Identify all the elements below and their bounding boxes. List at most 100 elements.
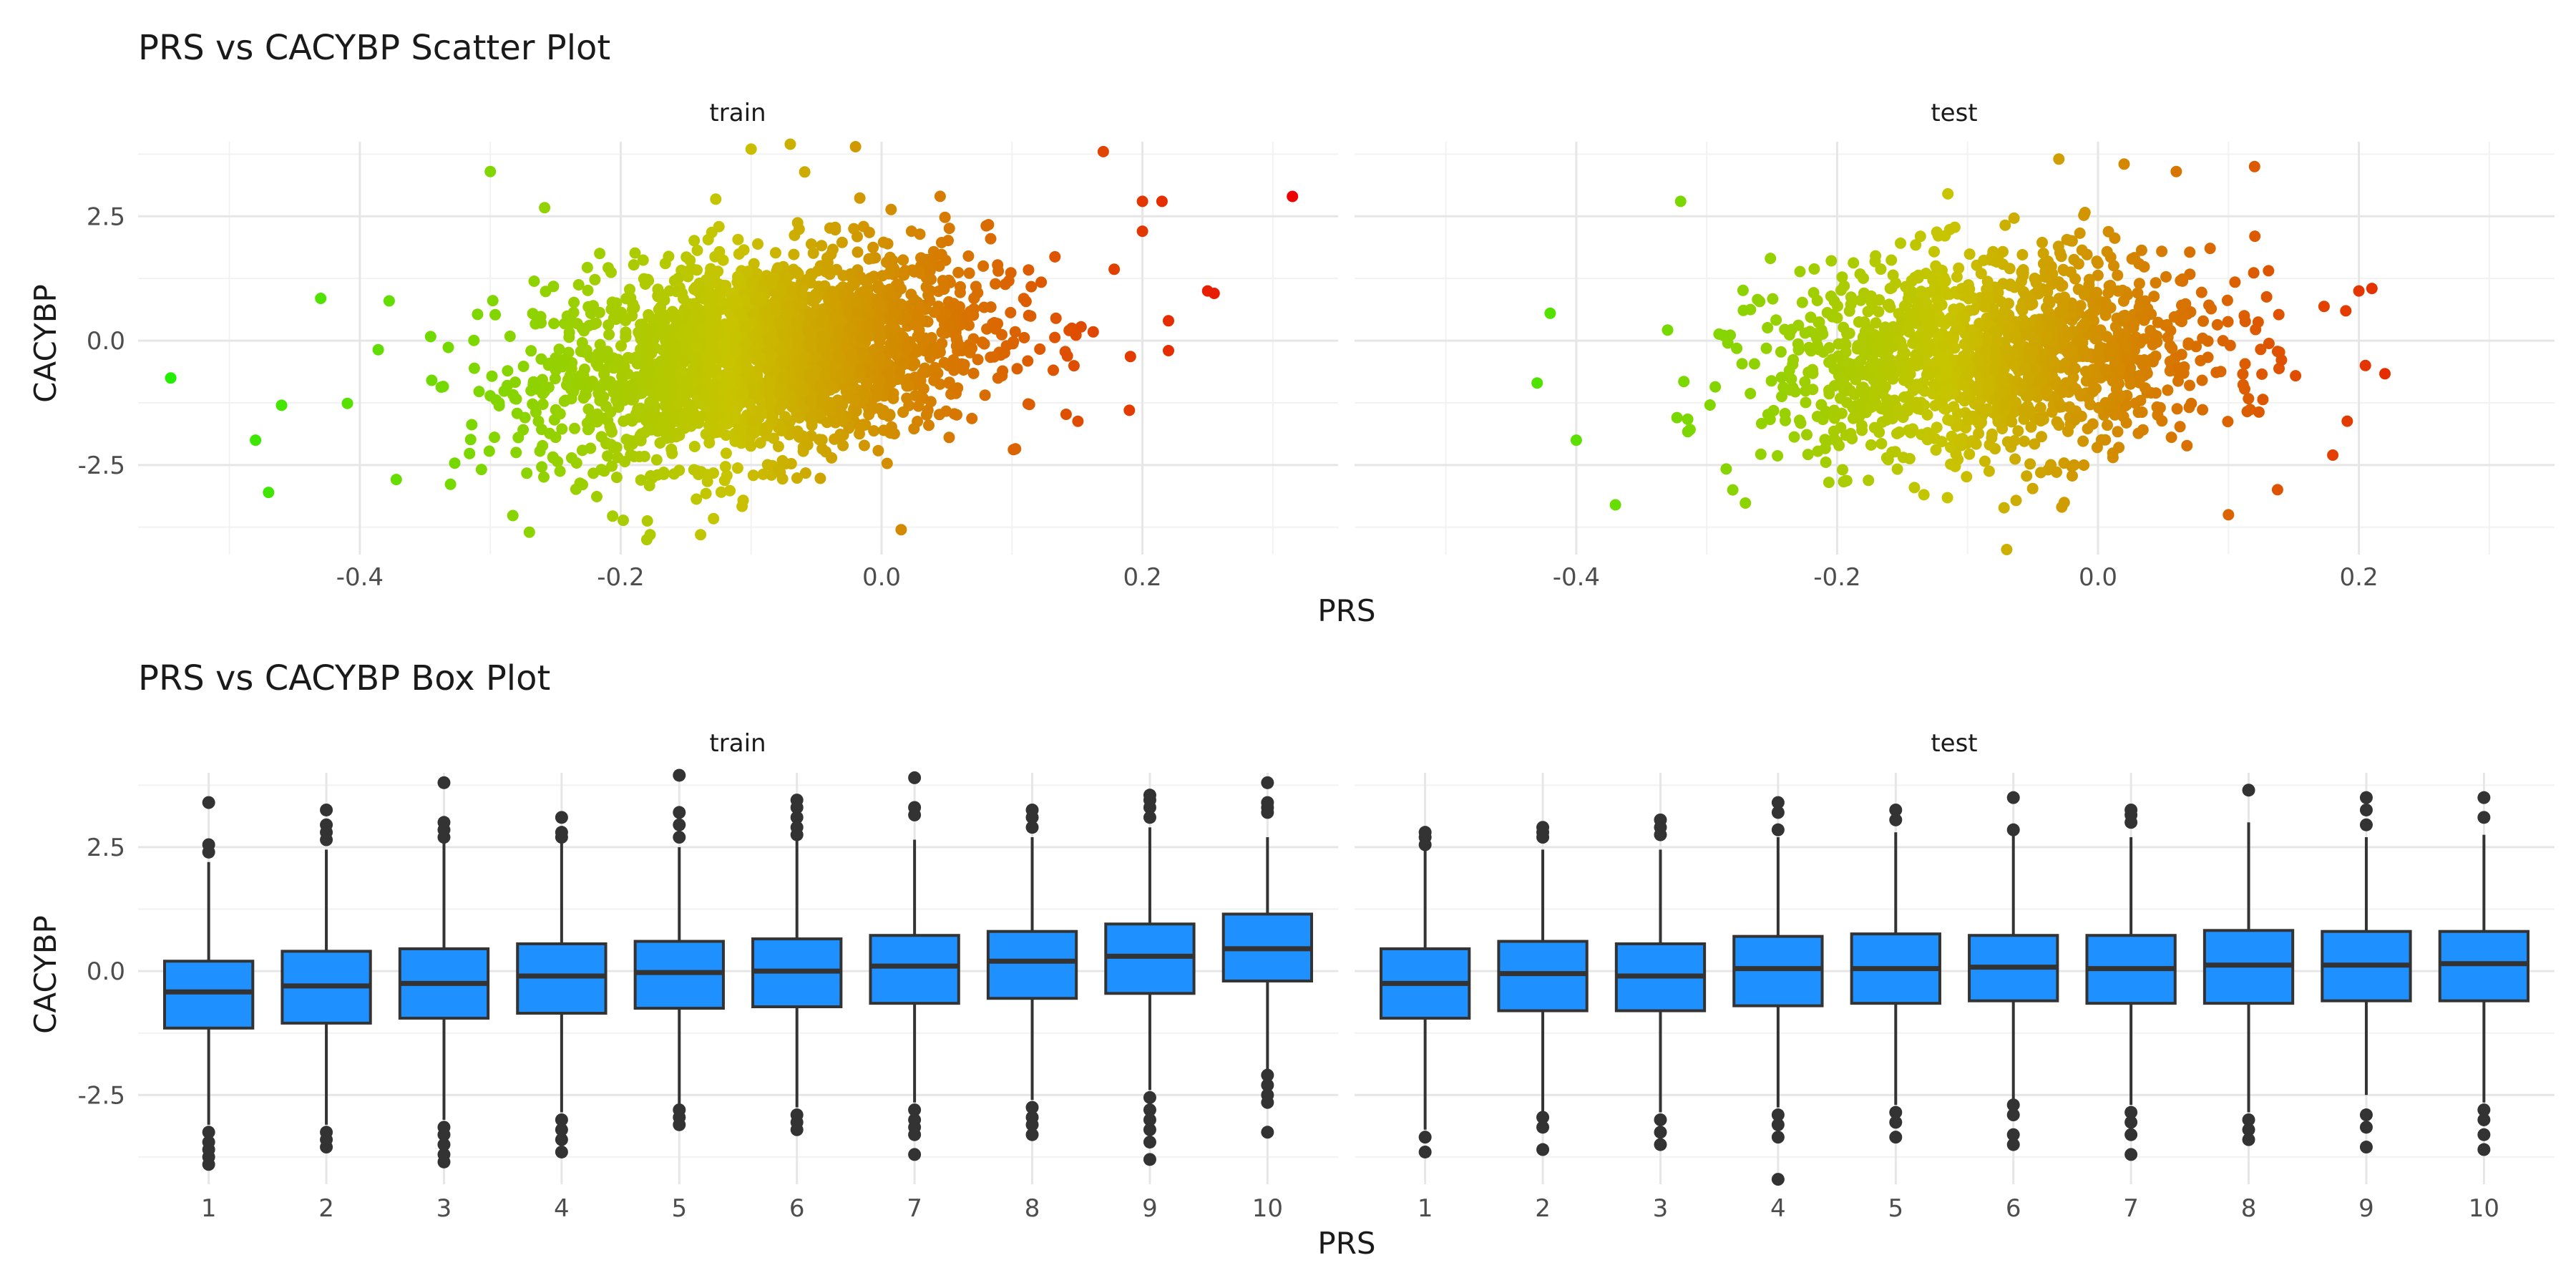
scatter-point bbox=[857, 350, 869, 362]
scatter-point bbox=[924, 346, 937, 358]
scatter-point bbox=[755, 395, 767, 407]
outlier-point bbox=[1143, 1091, 1156, 1104]
scatter-point bbox=[1848, 411, 1860, 423]
scatter-point bbox=[988, 317, 1000, 328]
scatter-point bbox=[939, 211, 951, 223]
scatter-point bbox=[745, 143, 757, 155]
scatter-point bbox=[2074, 300, 2087, 312]
scatter-point bbox=[2068, 253, 2080, 265]
scatter-point bbox=[721, 418, 733, 430]
scatter-point bbox=[2102, 419, 2113, 431]
scatter-point bbox=[2248, 267, 2260, 279]
scatter-point bbox=[646, 360, 658, 372]
scatter-point bbox=[858, 439, 870, 452]
scatter-point bbox=[1799, 376, 1811, 388]
outlier-point bbox=[2006, 1098, 2020, 1112]
scatter-point bbox=[527, 398, 539, 410]
scatter-point bbox=[535, 353, 547, 365]
x-tick-label: 0.2 bbox=[2340, 563, 2379, 592]
scatter-point bbox=[836, 236, 848, 248]
scatter-point bbox=[2195, 286, 2207, 298]
scatter-point bbox=[1777, 381, 1790, 394]
scatter-point bbox=[2113, 441, 2125, 454]
scatter-point bbox=[791, 217, 804, 229]
scatter-point bbox=[1941, 366, 1953, 379]
scatter-point bbox=[2222, 416, 2234, 428]
scatter-point bbox=[2238, 310, 2250, 322]
scatter-point bbox=[1953, 262, 1965, 274]
x-tick-label: 2 bbox=[318, 1194, 334, 1223]
scatter-point bbox=[729, 435, 741, 447]
scatter-point bbox=[882, 367, 894, 379]
scatter-point bbox=[808, 292, 819, 303]
scatter-point bbox=[2253, 406, 2265, 418]
outlier-point bbox=[2006, 791, 2020, 804]
scatter-point bbox=[1875, 438, 1888, 449]
outlier-point bbox=[1771, 806, 1785, 819]
scatter-point bbox=[2138, 333, 2150, 345]
scatter-point bbox=[165, 372, 177, 384]
scatter-point bbox=[2046, 406, 2058, 418]
scatter-point bbox=[1939, 275, 1951, 287]
outlier-point bbox=[2124, 1106, 2138, 1119]
scatter-point bbox=[2065, 301, 2077, 313]
scatter-point bbox=[691, 264, 703, 276]
scatter-point bbox=[1954, 433, 1966, 445]
scatter-point bbox=[873, 319, 885, 331]
scatter-point bbox=[1943, 223, 1956, 235]
scatter-point bbox=[739, 322, 751, 334]
scatter-point bbox=[698, 389, 710, 401]
scatter-point bbox=[2025, 421, 2037, 433]
scatter-point bbox=[1845, 298, 1857, 311]
scatter-point bbox=[2045, 459, 2057, 471]
scatter-point bbox=[1745, 388, 1757, 399]
scatter-point bbox=[1891, 405, 1903, 417]
scatter-point bbox=[2064, 401, 2076, 413]
scatter-point bbox=[1901, 281, 1913, 293]
scatter-point bbox=[2229, 276, 2241, 288]
scatter-point bbox=[2042, 255, 2054, 268]
scatter-point bbox=[2027, 345, 2039, 357]
box-1 bbox=[162, 796, 255, 1171]
outlier-point bbox=[1771, 1118, 1785, 1131]
scatter-point bbox=[1745, 303, 1757, 316]
scatter-point bbox=[556, 423, 568, 435]
scatter-point bbox=[1156, 195, 1168, 208]
scatter-point bbox=[2089, 366, 2102, 378]
scatter-point bbox=[1061, 350, 1073, 362]
scatter-point bbox=[2379, 368, 2391, 380]
scatter-point bbox=[1998, 364, 2010, 375]
scatter-point bbox=[1803, 341, 1815, 353]
scatter-point bbox=[863, 226, 875, 238]
scatter-point bbox=[883, 379, 895, 391]
box-5 bbox=[633, 769, 725, 1131]
scatter-point bbox=[1848, 389, 1860, 401]
scatter-point bbox=[1910, 239, 1922, 251]
scatter-point bbox=[814, 381, 826, 393]
box-plot-title: PRS vs CACYBP Box Plot bbox=[138, 658, 550, 698]
scatter-panel-test: -0.4 -0.2 0.0 0.2 bbox=[1355, 142, 2555, 592]
scatter-point bbox=[730, 333, 742, 345]
scatter-point bbox=[660, 409, 672, 421]
outlier-point bbox=[1654, 828, 1667, 841]
scatter-point bbox=[629, 247, 641, 259]
scatter-point bbox=[1788, 431, 1800, 443]
scatter-point bbox=[1035, 276, 1048, 288]
scatter-point bbox=[1075, 321, 1087, 333]
scatter-point bbox=[1867, 354, 1879, 366]
scatter-point bbox=[914, 314, 926, 326]
scatter-point bbox=[1740, 497, 1752, 509]
scatter-point bbox=[2150, 387, 2162, 399]
scatter-point bbox=[748, 308, 759, 321]
scatter-point bbox=[2004, 279, 2016, 291]
scatter-point bbox=[1992, 286, 2004, 298]
scatter-point bbox=[1932, 230, 1944, 242]
scatter-point bbox=[767, 336, 779, 348]
scatter-point bbox=[1994, 388, 2006, 400]
scatter-point bbox=[426, 374, 438, 386]
scatter-point bbox=[1775, 371, 1787, 384]
x-tick-label: 5 bbox=[671, 1194, 687, 1223]
scatter-point bbox=[1981, 284, 1994, 296]
scatter-point bbox=[849, 141, 862, 152]
scatter-point bbox=[948, 408, 960, 420]
